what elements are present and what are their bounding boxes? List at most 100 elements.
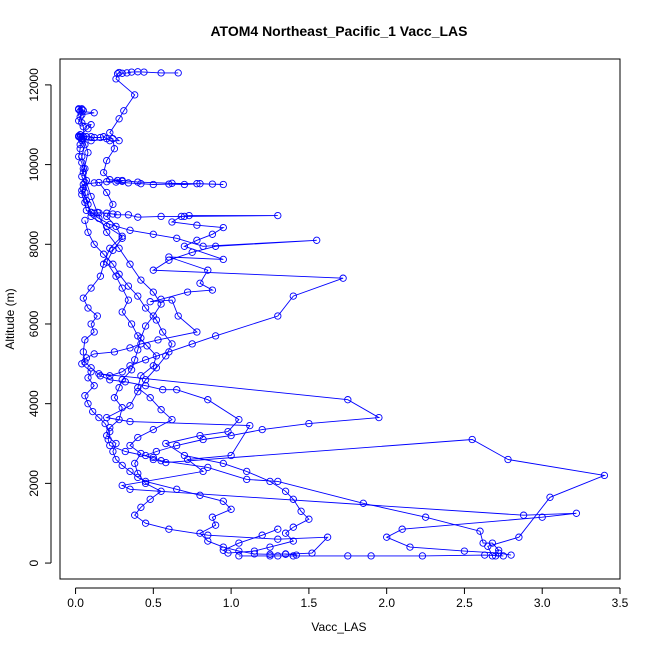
data-point: [126, 485, 134, 493]
data-point: [141, 382, 150, 390]
series-layer: [75, 68, 609, 560]
data-point: [118, 232, 126, 240]
data-point: [367, 552, 375, 560]
series-6: [81, 216, 581, 559]
data-point: [124, 296, 133, 304]
data-point: [174, 69, 182, 77]
data-point: [168, 179, 176, 187]
data-point: [204, 266, 212, 274]
data-point: [87, 364, 95, 372]
data-point: [274, 211, 282, 220]
data-point: [127, 366, 136, 374]
data-point: [274, 477, 282, 486]
data-point: [115, 270, 123, 278]
data-point: [211, 332, 220, 340]
data-point: [149, 455, 157, 464]
data-point: [90, 382, 98, 390]
data-point: [507, 551, 515, 559]
data-point: [79, 123, 87, 131]
data-point: [177, 212, 185, 221]
data-point: [476, 527, 484, 535]
data-point: [421, 513, 430, 521]
series-1: [75, 68, 507, 560]
data-point: [289, 523, 297, 531]
data-point: [227, 505, 235, 513]
data-point: [162, 458, 170, 467]
x-tick-label: 0.5: [145, 596, 162, 610]
data-point: [188, 340, 196, 348]
data-point: [126, 402, 134, 410]
data-point: [95, 413, 103, 422]
data-point: [235, 415, 243, 424]
data-point: [141, 519, 150, 527]
data-point: [134, 292, 142, 300]
data-point: [180, 242, 189, 250]
data-point: [274, 312, 282, 320]
data-point: [81, 392, 89, 400]
data-point: [168, 218, 176, 226]
data-point: [152, 316, 161, 324]
data-point: [103, 188, 111, 197]
data-point: [106, 376, 114, 384]
data-point: [235, 547, 243, 555]
data-point: [468, 435, 476, 444]
data-point: [126, 467, 134, 476]
data-point: [344, 552, 352, 560]
data-point: [113, 70, 122, 78]
data-point: [81, 188, 89, 197]
data-point: [126, 441, 134, 450]
y-tick-label: 0: [27, 559, 41, 566]
data-point: [208, 230, 217, 238]
data-point: [115, 384, 123, 392]
data-point: [84, 148, 92, 157]
data-point: [81, 216, 89, 225]
data-point: [127, 68, 136, 76]
data-point: [96, 272, 105, 280]
data-point: [123, 69, 131, 77]
data-point: [157, 406, 165, 414]
data-point: [258, 425, 266, 434]
data-point: [383, 533, 391, 541]
data-point: [124, 179, 133, 187]
y-tick-label: 4000: [27, 390, 41, 417]
data-point: [103, 212, 111, 221]
data-point: [204, 463, 212, 472]
series-line: [82, 136, 297, 556]
data-point: [146, 495, 154, 503]
data-point: [274, 525, 282, 533]
data-point: [185, 211, 193, 220]
data-point: [297, 507, 305, 515]
data-point: [87, 368, 95, 376]
data-point: [89, 407, 97, 416]
series-line: [84, 220, 577, 556]
series-line: [77, 108, 310, 554]
data-point: [211, 521, 220, 529]
data-point: [95, 178, 103, 187]
data-point: [250, 550, 259, 558]
data-point: [149, 288, 157, 296]
data-point: [90, 350, 98, 358]
data-point: [93, 208, 101, 217]
data-point: [82, 354, 91, 362]
data-point: [219, 497, 227, 505]
data-point: [266, 477, 274, 486]
data-point: [165, 180, 173, 188]
data-point: [219, 180, 227, 189]
data-point: [174, 312, 182, 320]
series-line: [98, 182, 329, 555]
data-point: [243, 475, 251, 484]
data-point: [196, 279, 204, 287]
data-point: [124, 282, 133, 290]
data-point: [103, 413, 111, 422]
data-point: [84, 304, 92, 312]
data-point: [112, 222, 120, 231]
data-point: [87, 320, 95, 328]
data-point: [131, 511, 139, 519]
data-point: [134, 433, 142, 442]
data-point: [124, 211, 133, 219]
data-point: [82, 176, 91, 185]
data-point: [115, 68, 123, 77]
data-point: [157, 300, 165, 308]
data-point: [188, 248, 196, 256]
data-point: [168, 296, 176, 304]
